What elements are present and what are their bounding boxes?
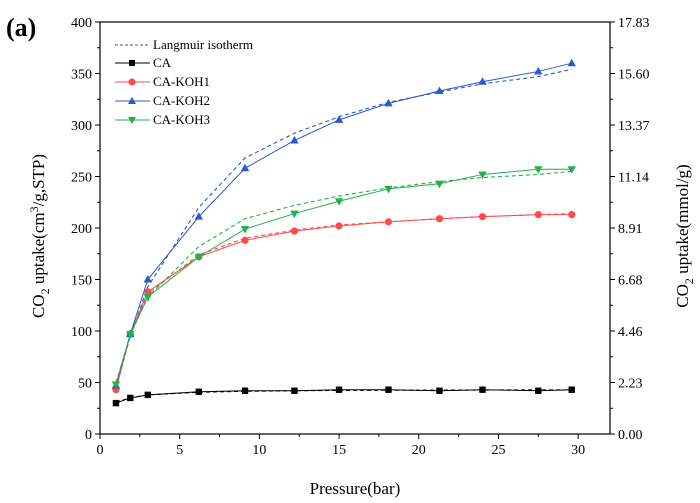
y-tick-label-right: 11.14 xyxy=(618,171,649,186)
data-point-ca-koh3 xyxy=(143,294,153,302)
data-point-ca-koh2 xyxy=(384,98,393,107)
legend-item-ca-koh3: CA-KOH3 xyxy=(115,112,210,127)
legend-marker-ca-koh2 xyxy=(128,97,136,104)
y-tick-label-left: 200 xyxy=(71,222,92,237)
legend-marker-ca xyxy=(129,60,135,66)
y-tick-label-right: 8.91 xyxy=(618,222,643,237)
y-tick-label-right: 2.23 xyxy=(618,377,643,392)
data-point-ca-koh2 xyxy=(534,66,543,75)
data-point-ca-koh2 xyxy=(143,275,153,283)
data-point-ca xyxy=(241,387,249,394)
legend-item-ca: CA xyxy=(115,55,172,70)
data-point-ca-koh3 xyxy=(240,226,250,234)
data-point-ca-koh2 xyxy=(478,77,487,85)
data-point-ca xyxy=(535,387,542,394)
y-tick-label-left: 100 xyxy=(71,325,92,340)
series-line-ca-koh1 xyxy=(115,214,572,390)
data-point-ca xyxy=(291,387,298,394)
y-tick-label-left: 350 xyxy=(71,68,92,83)
y-tick-label-right: 15.60 xyxy=(618,68,650,83)
data-point-ca-koh3 xyxy=(290,210,299,219)
data-point-ca-koh3 xyxy=(478,171,487,179)
data-point-ca-koh2 xyxy=(435,86,444,95)
data-point-ca-koh2 xyxy=(240,163,250,172)
y-tick-label-left: 50 xyxy=(78,377,92,392)
data-point-ca-koh1 xyxy=(568,211,576,219)
legend-label-langmuir: Langmuir isotherm xyxy=(153,37,253,52)
x-tick-label: 30 xyxy=(571,443,585,458)
legend-item-langmuir: Langmuir isotherm xyxy=(115,37,253,52)
data-point-ca-koh1 xyxy=(290,227,299,235)
legend-label-ca-koh3: CA-KOH3 xyxy=(153,112,210,127)
y-tick-label-right: 17.83 xyxy=(618,16,650,31)
x-tick-label: 5 xyxy=(176,443,183,458)
data-point-ca-koh1 xyxy=(478,213,487,221)
data-point-ca xyxy=(335,386,343,393)
langmuir-fit-ca-koh1 xyxy=(115,213,572,383)
data-point-ca-koh1 xyxy=(435,215,444,223)
y-tick-label-right: 13.37 xyxy=(618,119,650,134)
y-tick-label-left: 150 xyxy=(71,274,92,289)
legend: Langmuir isotherm CA CA-KOH1 CA-KOH2 CA-… xyxy=(115,37,253,127)
data-point-ca xyxy=(385,386,392,393)
data-point-ca-koh2 xyxy=(290,135,299,144)
legend-marker-ca-koh3 xyxy=(128,117,136,124)
data-point-ca-koh1 xyxy=(144,288,152,296)
x-tick-label: 20 xyxy=(412,443,426,458)
data-point-ca-koh1 xyxy=(534,211,542,219)
y-tick-label-right: 0.00 xyxy=(618,428,643,443)
x-tick-label: 25 xyxy=(491,443,505,458)
y-tick-label-right: 4.46 xyxy=(618,325,643,340)
data-point-ca-koh3 xyxy=(435,180,444,189)
legend-label-ca-koh1: CA-KOH1 xyxy=(153,74,210,89)
data-point-ca-koh2 xyxy=(194,212,204,220)
data-point-ca-koh3 xyxy=(384,185,393,194)
data-series-layer xyxy=(111,58,576,407)
y-axis-title-right: CO2 uptake(mmol/g) xyxy=(673,164,696,307)
data-point-ca-koh2 xyxy=(567,58,576,67)
series-line-ca-koh2 xyxy=(115,62,572,386)
data-point-ca-koh3 xyxy=(534,166,543,174)
data-point-ca xyxy=(144,391,152,399)
y-tick-label-left: 250 xyxy=(71,171,92,186)
data-point-ca-koh1 xyxy=(241,236,249,244)
x-tick-label: 10 xyxy=(252,443,266,458)
data-point-ca-koh2 xyxy=(334,115,344,123)
data-point-ca-koh3 xyxy=(334,198,344,206)
data-point-ca xyxy=(568,386,575,393)
data-point-ca xyxy=(195,388,203,395)
data-point-ca xyxy=(479,386,486,393)
y-tick-label-right: 6.68 xyxy=(618,274,643,289)
langmuir-fit-ca-koh3 xyxy=(115,170,572,385)
x-tick-label: 0 xyxy=(97,443,104,458)
data-point-ca xyxy=(127,394,134,402)
data-point-ca xyxy=(436,387,443,394)
data-point-ca-koh3 xyxy=(194,253,204,262)
legend-item-ca-koh2: CA-KOH2 xyxy=(115,93,210,108)
data-point-ca-koh1 xyxy=(384,218,393,226)
legend-item-ca-koh1: CA-KOH1 xyxy=(115,74,210,89)
data-point-ca-koh3 xyxy=(111,381,121,390)
series-line-ca-koh3 xyxy=(115,168,572,385)
y-tick-label-left: 300 xyxy=(71,119,92,134)
data-point-ca-koh3 xyxy=(567,166,576,174)
legend-marker-ca-koh1 xyxy=(128,78,136,86)
y-tick-label-left: 0 xyxy=(85,428,92,443)
legend-label-ca: CA xyxy=(153,55,172,70)
panel-label: (a) xyxy=(6,13,36,42)
x-tick-label: 15 xyxy=(332,443,346,458)
data-point-ca xyxy=(112,399,120,407)
data-point-ca-koh3 xyxy=(126,331,135,339)
series-line-ca xyxy=(115,389,572,404)
x-axis-title: Pressure(bar) xyxy=(310,479,401,498)
langmuir-fit-ca xyxy=(115,389,572,403)
y-tick-label-left: 400 xyxy=(71,16,92,31)
legend-label-ca-koh2: CA-KOH2 xyxy=(153,93,210,108)
data-point-ca-koh1 xyxy=(335,222,343,230)
y-axis-title-left: CO2 uptake(cm3/g,STP) xyxy=(27,154,52,318)
